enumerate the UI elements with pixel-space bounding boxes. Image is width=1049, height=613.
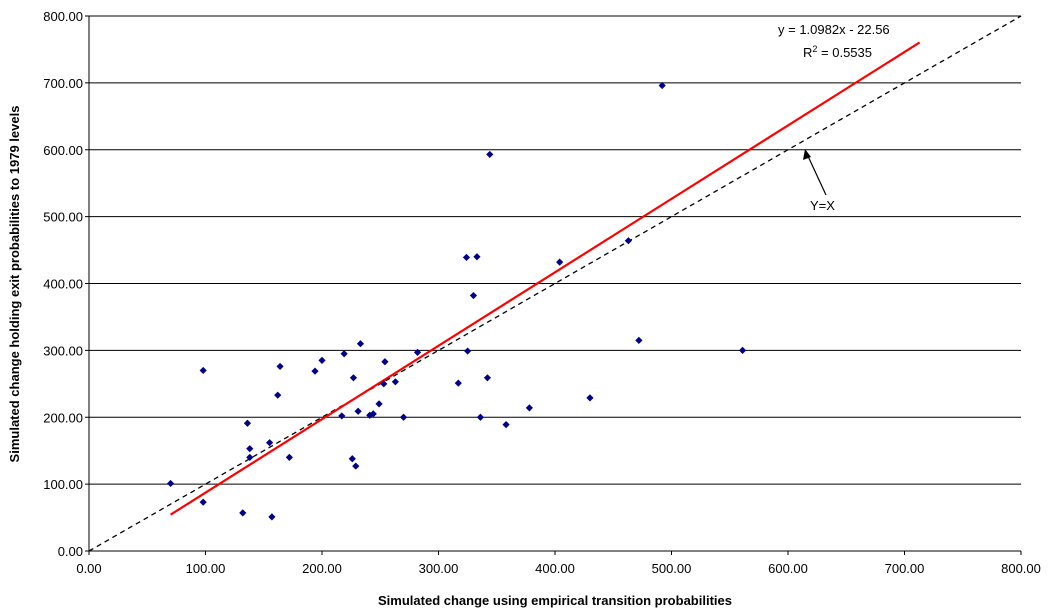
y-tick-label: 400.00 (43, 277, 83, 292)
data-point (473, 253, 481, 261)
x-tick-label: 700.00 (885, 561, 925, 576)
data-point (268, 513, 276, 521)
data-point (340, 350, 348, 358)
identity-line-label: Y=X (810, 198, 835, 213)
data-point (199, 498, 207, 506)
data-point (399, 413, 408, 421)
fit-lines (88, 15, 1022, 552)
x-tick-label: 200.00 (302, 561, 342, 576)
x-tick-label: 500.00 (652, 561, 692, 576)
x-tick-label: 100.00 (186, 561, 226, 576)
data-point (413, 348, 422, 356)
r-squared-value: = 0.5535 (817, 45, 872, 60)
y-tick-label: 500.00 (43, 210, 83, 225)
identity-line (88, 15, 1022, 552)
data-point (464, 347, 472, 355)
y-tick-labels: 0.00 100.00 200.00 300.00 400.00 500.00 600.00… (43, 9, 83, 559)
gridlines (89, 15, 1021, 485)
x-tick-label: 800.00 (1001, 561, 1041, 576)
data-point (483, 374, 492, 382)
data-point (586, 394, 594, 402)
data-point (391, 378, 399, 386)
data-point (502, 421, 510, 429)
data-point (318, 356, 326, 365)
x-tick-label: 300.00 (419, 561, 459, 576)
data-point (311, 367, 319, 375)
data-point (349, 374, 358, 382)
data-point (199, 366, 207, 375)
y-tick-label: 200.00 (43, 410, 83, 425)
x-tick-labels: 0.00 100.00 200.00 300.00 400.00 500.00 600.00… (76, 561, 1041, 576)
data-point (246, 453, 254, 461)
data-point (381, 358, 389, 366)
data-point (285, 453, 293, 461)
data-point (525, 404, 533, 412)
data-point (476, 413, 485, 421)
r-squared-label: R2 = 0.5535 (803, 44, 872, 60)
data-point (738, 346, 747, 354)
data-point (239, 509, 247, 517)
r-squared-superscript: 2 (812, 44, 817, 54)
data-point (635, 336, 643, 344)
y-tick-label: 800.00 (43, 9, 83, 24)
data-point (486, 150, 494, 159)
trendline-equation: y = 1.0982x - 22.56 (778, 22, 890, 37)
data-point (380, 380, 388, 388)
data-point (166, 479, 175, 488)
data-point (454, 379, 462, 387)
y-axis-title: Simulated change holding exit probabilit… (7, 106, 22, 463)
data-point (348, 455, 356, 463)
data-point (624, 237, 632, 245)
data-point (356, 340, 365, 348)
x-tick-label: 0.00 (76, 561, 101, 576)
data-point (375, 400, 383, 408)
data-point (265, 439, 274, 447)
data-point (658, 81, 666, 90)
trendline (169, 41, 921, 516)
y-tick-label: 700.00 (43, 76, 83, 91)
data-point (274, 391, 282, 399)
data-point (243, 419, 252, 427)
identity-arrowhead (803, 149, 811, 160)
data-point (276, 362, 284, 371)
data-points (166, 81, 747, 521)
axes (85, 15, 1022, 555)
data-point (354, 407, 362, 415)
x-tick-label: 400.00 (535, 561, 575, 576)
data-point (369, 410, 377, 418)
data-point (352, 462, 360, 470)
data-point (469, 291, 478, 300)
data-point (246, 445, 254, 453)
data-point (366, 411, 374, 419)
x-axis-title: Simulated change using empirical transit… (378, 593, 732, 608)
data-point (556, 258, 564, 266)
y-tick-label: 0.00 (58, 544, 83, 559)
y-tick-label: 600.00 (43, 143, 83, 158)
identity-arrow (806, 153, 827, 196)
y-tick-label: 300.00 (43, 343, 83, 358)
data-point (338, 412, 346, 420)
r-squared-prefix: R (803, 45, 812, 60)
data-point (462, 253, 471, 262)
y-tick-label: 100.00 (43, 477, 83, 492)
x-tick-label: 600.00 (768, 561, 808, 576)
